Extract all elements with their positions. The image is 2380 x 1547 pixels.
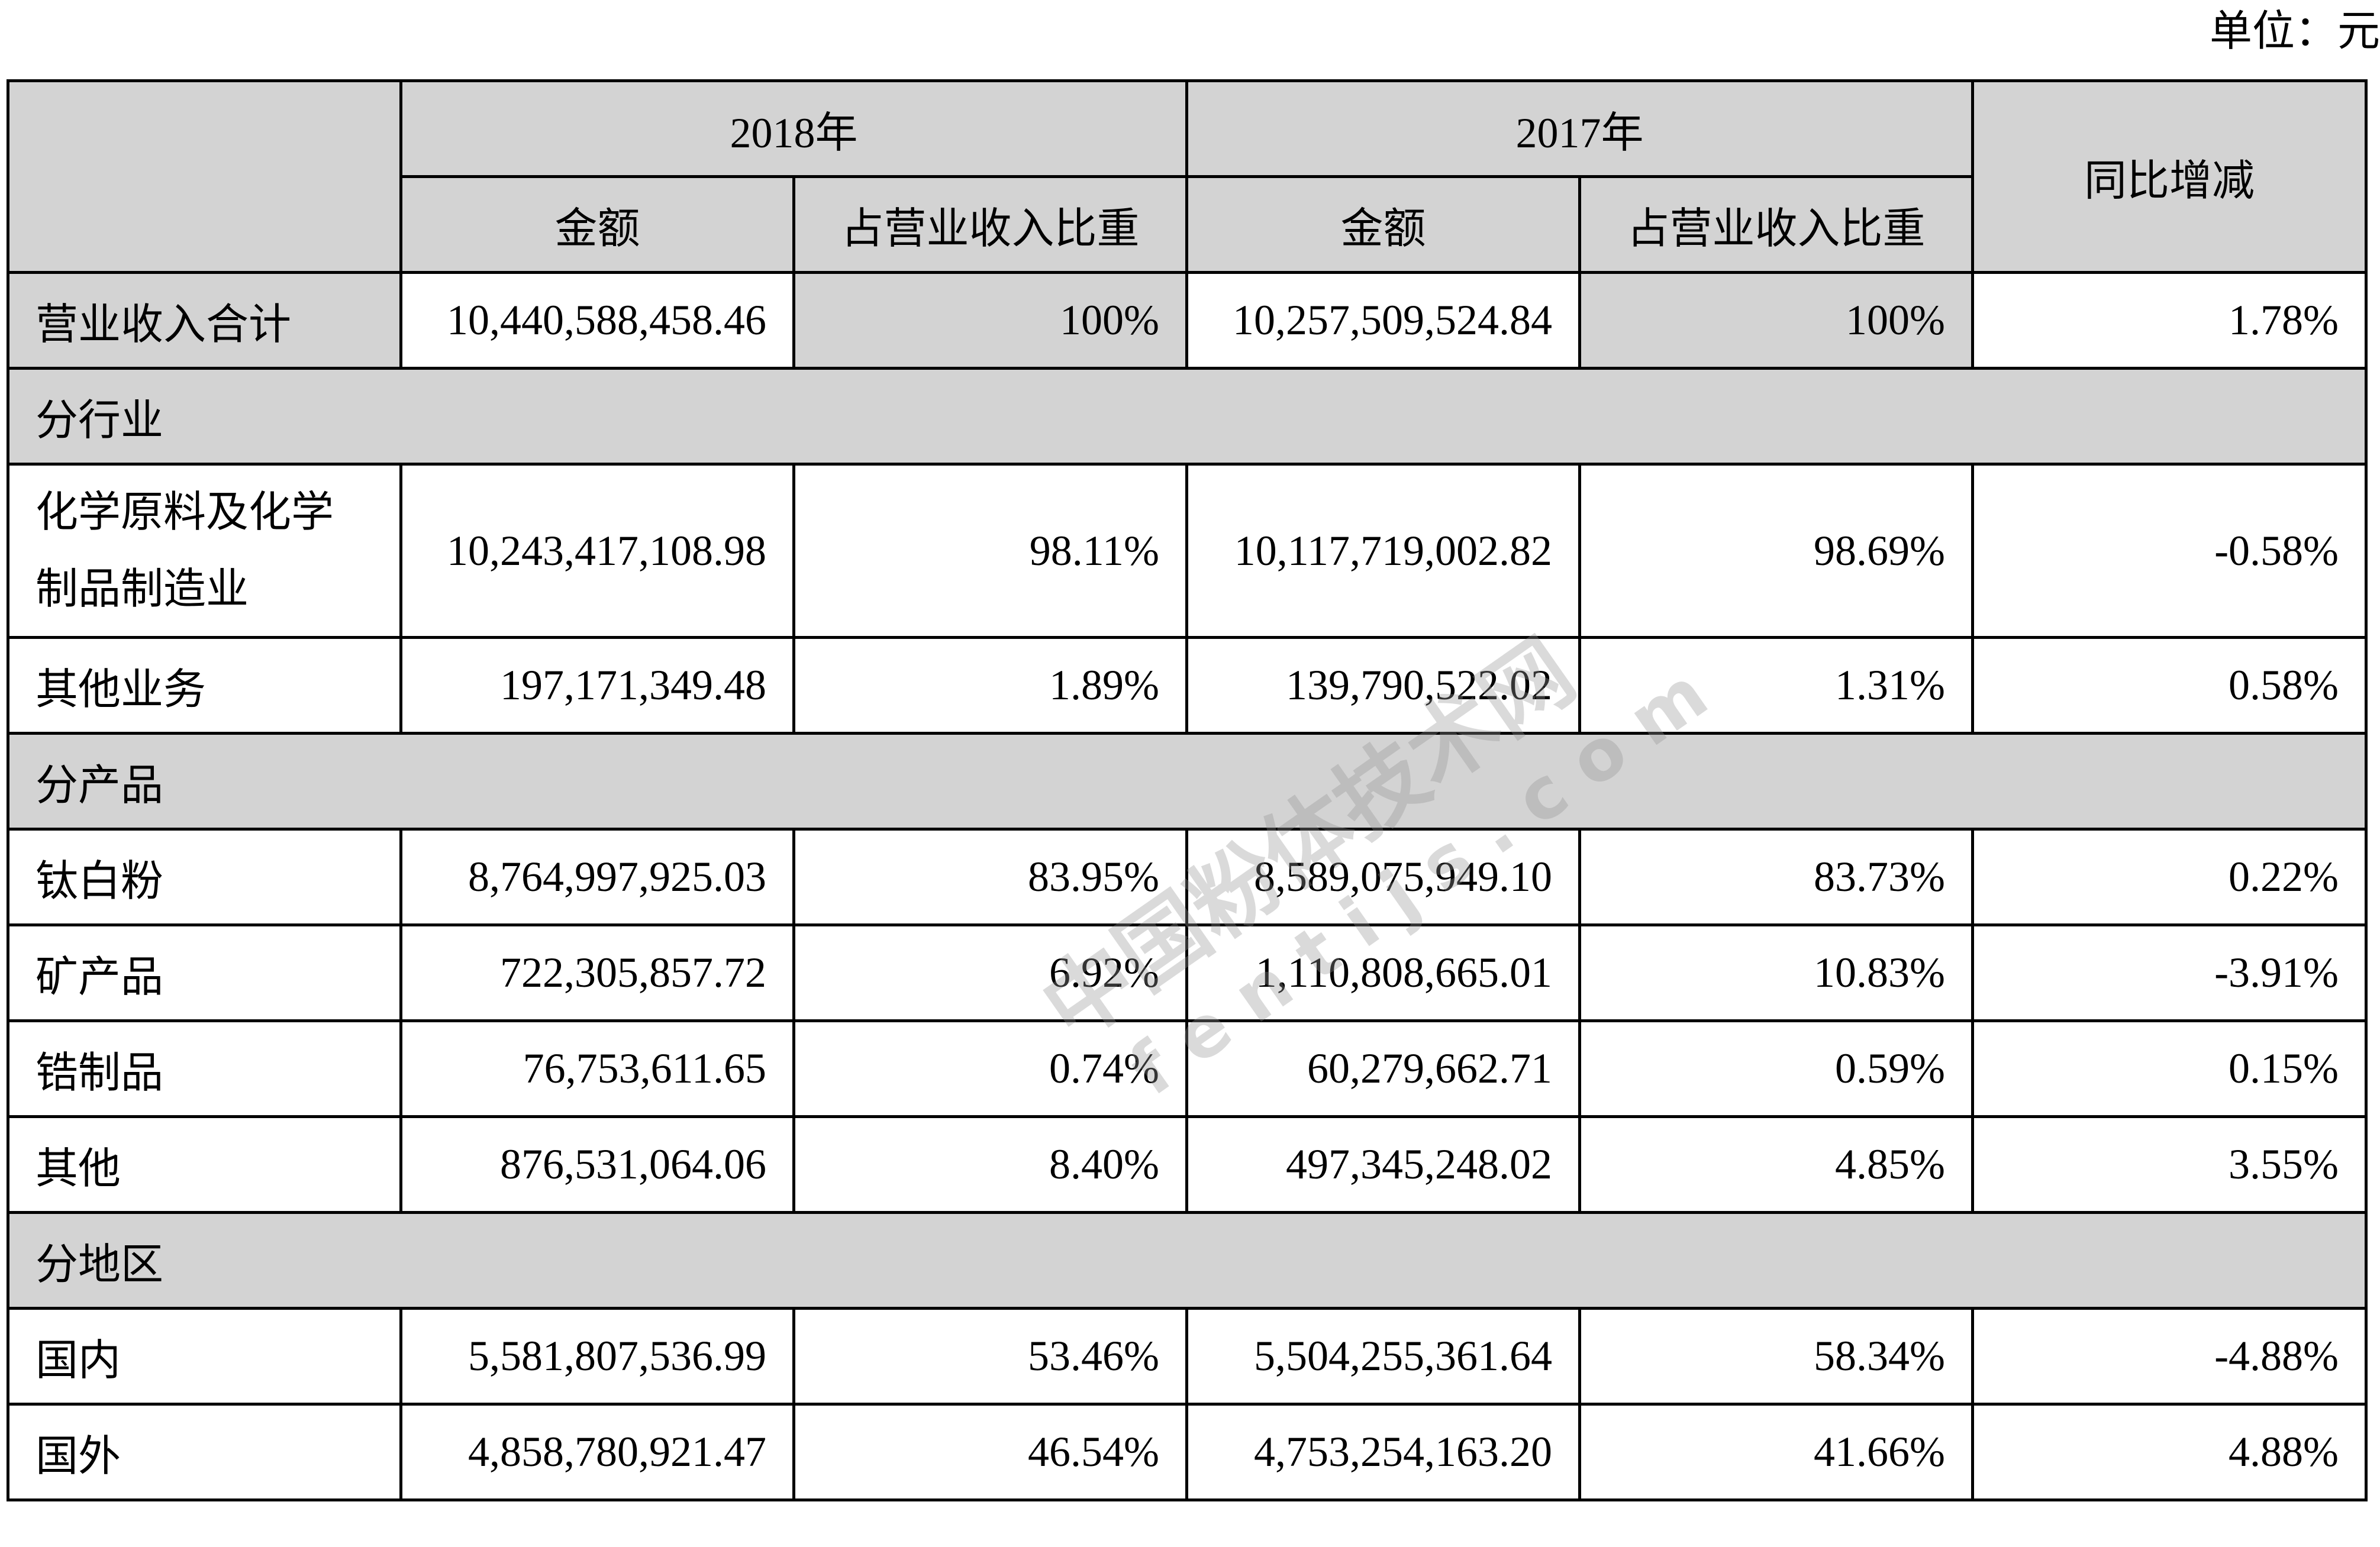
header-ratio-2018: 占营业收入比重	[792, 175, 1189, 274]
section-row: 分产品	[6, 732, 2368, 831]
table-row: 锆制品 76,753,611.65 0.74% 60,279,662.71 0.59% 0…	[7, 1019, 2368, 1118]
yoy-change: 4.88%	[1971, 1403, 2368, 1501]
amount-2018: 722,305,857.72	[399, 923, 795, 1022]
amount-2017: 139,790,522.02	[1185, 636, 1582, 735]
section-title: 分产品	[6, 732, 2368, 831]
ratio-2017: 83.73%	[1578, 828, 1975, 926]
row-label: 其他业务	[7, 636, 402, 735]
ratio-2018: 1.89%	[792, 636, 1189, 735]
ratio-2018: 83.95%	[792, 828, 1189, 926]
amount-2018: 197,171,349.48	[399, 636, 795, 735]
row-label: 国内	[7, 1307, 402, 1406]
total-yoy: 1.78%	[1971, 271, 2368, 370]
amount-2017: 4,753,254,163.20	[1185, 1403, 1582, 1501]
ratio-2017: 98.69%	[1578, 463, 1975, 639]
yoy-change: 0.22%	[1971, 828, 2368, 926]
ratio-2018: 46.54%	[792, 1403, 1189, 1501]
total-amount-2018: 10,440,588,458.46	[399, 271, 795, 370]
yoy-change: 3.55%	[1971, 1115, 2368, 1214]
ratio-2017: 4.85%	[1578, 1115, 1975, 1214]
ratio-2018: 8.40%	[792, 1115, 1189, 1214]
row-label: 国外	[7, 1403, 402, 1501]
unit-label: 单位：元	[2209, 8, 2380, 55]
amount-2017: 5,504,255,361.64	[1185, 1307, 1582, 1406]
row-label: 矿产品	[7, 923, 402, 1022]
header-corner	[7, 79, 402, 274]
total-amount-2017: 10,257,509,524.84	[1185, 271, 1582, 370]
amount-2018: 876,531,064.06	[399, 1115, 795, 1214]
header-2017: 2017年	[1185, 79, 1975, 178]
revenue-table: 2018年 2017年 同比增减 金额 占营业收入比重 金额 占营业收入比重 营…	[6, 79, 2368, 1501]
ratio-2018: 6.92%	[792, 923, 1189, 1022]
header-amount-2018: 金额	[399, 175, 795, 274]
table-row: 其他业务 197,171,349.48 1.89% 139,790,522.02 1.3…	[7, 636, 2368, 735]
ratio-2017: 10.83%	[1578, 923, 1975, 1022]
amount-2017: 497,345,248.02	[1185, 1115, 1582, 1214]
yoy-change: -4.88%	[1971, 1307, 2368, 1406]
ratio-2018: 0.74%	[792, 1019, 1189, 1118]
yoy-change: 0.15%	[1971, 1019, 2368, 1118]
header-amount-2017: 金额	[1185, 175, 1582, 274]
total-row: 营业收入合计 10,440,588,458.46 100% 10,257,509…	[7, 271, 2368, 370]
row-label: 锆制品	[7, 1019, 402, 1118]
ratio-2017: 1.31%	[1578, 636, 1975, 735]
amount-2017: 10,117,719,002.82	[1185, 463, 1582, 639]
amount-2018: 5,581,807,536.99	[399, 1307, 795, 1406]
header-2018: 2018年	[399, 79, 1189, 178]
amount-2017: 60,279,662.71	[1185, 1019, 1582, 1118]
table-row: 矿产品 722,305,857.72 6.92% 1,110,808,665.01 10…	[7, 923, 2368, 1022]
header-yoy: 同比增减	[1971, 79, 2368, 274]
yoy-change: 0.58%	[1971, 636, 2368, 735]
amount-2018: 4,858,780,921.47	[399, 1403, 795, 1501]
section-title: 分行业	[6, 367, 2368, 466]
yoy-change: -0.58%	[1971, 463, 2368, 639]
row-label: 化学原料及化学制品制造业	[7, 463, 402, 639]
table-row: 钛白粉 8,764,997,925.03 83.95% 8,589,075,949.1…	[7, 828, 2368, 926]
total-ratio-2017: 100%	[1578, 271, 1975, 370]
section-row: 分行业	[6, 367, 2368, 466]
total-label: 营业收入合计	[7, 271, 402, 370]
amount-2018: 10,243,417,108.98	[399, 463, 795, 639]
amount-2018: 8,764,997,925.03	[399, 828, 795, 926]
header-row-columns: 金额 占营业收入比重 金额 占营业收入比重	[8, 175, 2366, 274]
ratio-2017: 58.34%	[1578, 1307, 1975, 1406]
yoy-change: -3.91%	[1971, 923, 2368, 1022]
table-row: 其他 876,531,064.06 8.40% 497,345,248.02 4.85%…	[7, 1115, 2368, 1214]
row-label: 其他	[7, 1115, 402, 1214]
total-ratio-2018: 100%	[792, 271, 1189, 370]
ratio-2018: 98.11%	[792, 463, 1189, 639]
table-row: 国内 5,581,807,536.99 53.46% 5,504,255,361.64…	[7, 1307, 2368, 1406]
section-title: 分地区	[6, 1211, 2368, 1310]
ratio-2018: 53.46%	[792, 1307, 1189, 1406]
amount-2017: 1,110,808,665.01	[1185, 923, 1582, 1022]
section-row: 分地区	[6, 1211, 2368, 1310]
table-row: 国外 4,858,780,921.47 46.54% 4,753,254,163.20…	[7, 1403, 2368, 1501]
ratio-2017: 0.59%	[1578, 1019, 1975, 1118]
table-row: 化学原料及化学制品制造业 10,243,417,108.98 98.11% 10,11…	[7, 463, 2368, 639]
amount-2018: 76,753,611.65	[399, 1019, 795, 1118]
row-label: 钛白粉	[7, 828, 402, 926]
header-row-years: 2018年 2017年 同比增减	[7, 79, 2368, 274]
ratio-2017: 41.66%	[1578, 1403, 1975, 1501]
header-ratio-2017: 占营业收入比重	[1578, 175, 1975, 274]
amount-2017: 8,589,075,949.10	[1185, 828, 1582, 926]
